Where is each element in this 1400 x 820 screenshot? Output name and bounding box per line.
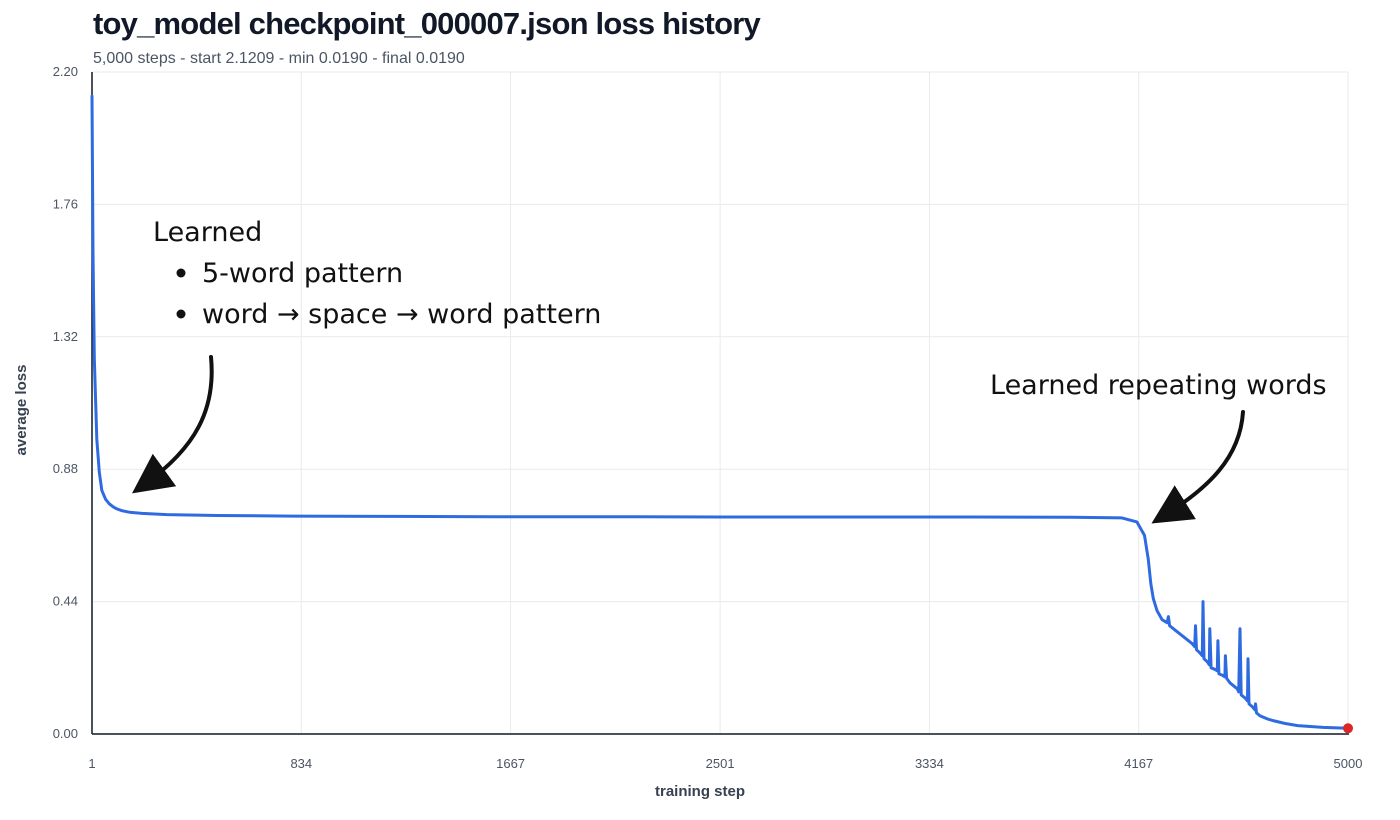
x-tick-label: 4167: [1124, 756, 1153, 771]
y-tick-label: 1.76: [53, 196, 78, 211]
x-tick-label: 2501: [706, 756, 735, 771]
y-axis-label: average loss: [13, 365, 30, 456]
loss-series-line: [90, 94, 1350, 730]
x-tick-label: 3334: [915, 756, 944, 771]
y-axis-ticks: 0.00 0.44 0.88 1.32 1.76 2.20: [53, 64, 78, 741]
grid: [91, 71, 1349, 735]
bullet-dot: [176, 268, 186, 278]
annotation-late-text: Learned repeating words: [990, 370, 1327, 401]
annotation-early: Learned 5-word pattern word → space → wo…: [132, 217, 601, 494]
x-tick-label: 834: [290, 756, 312, 771]
annotation-early-bullet-2: word → space → word pattern: [202, 299, 601, 330]
chart-subtitle: 5,000 steps - start 2.1209 - min 0.0190 …: [93, 50, 465, 67]
y-tick-label: 1.32: [53, 329, 78, 344]
x-tick-label: 1667: [496, 756, 525, 771]
chart-title: toy_model checkpoint_000007.json loss hi…: [93, 6, 761, 41]
bullet-dot: [176, 309, 186, 319]
final-loss-marker: [1343, 723, 1353, 734]
x-axis-label: training step: [655, 783, 745, 800]
x-tick-label: 5000: [1334, 756, 1363, 771]
annotation-early-bullet-1: 5-word pattern: [202, 258, 403, 289]
y-tick-label: 0.00: [53, 726, 78, 741]
y-tick-label: 0.44: [53, 594, 78, 609]
x-axis-ticks: 1 834 1667 2501 3334 4167 5000: [88, 756, 1362, 771]
y-tick-label: 2.20: [53, 64, 78, 79]
x-tick-label: 1: [88, 756, 95, 771]
annotation-early-heading: Learned: [153, 217, 262, 248]
annotation-late: Learned repeating words: [990, 370, 1327, 524]
annotation-early-arrow: [132, 355, 214, 494]
annotation-late-arrow: [1151, 410, 1245, 524]
y-tick-label: 0.88: [53, 461, 78, 476]
